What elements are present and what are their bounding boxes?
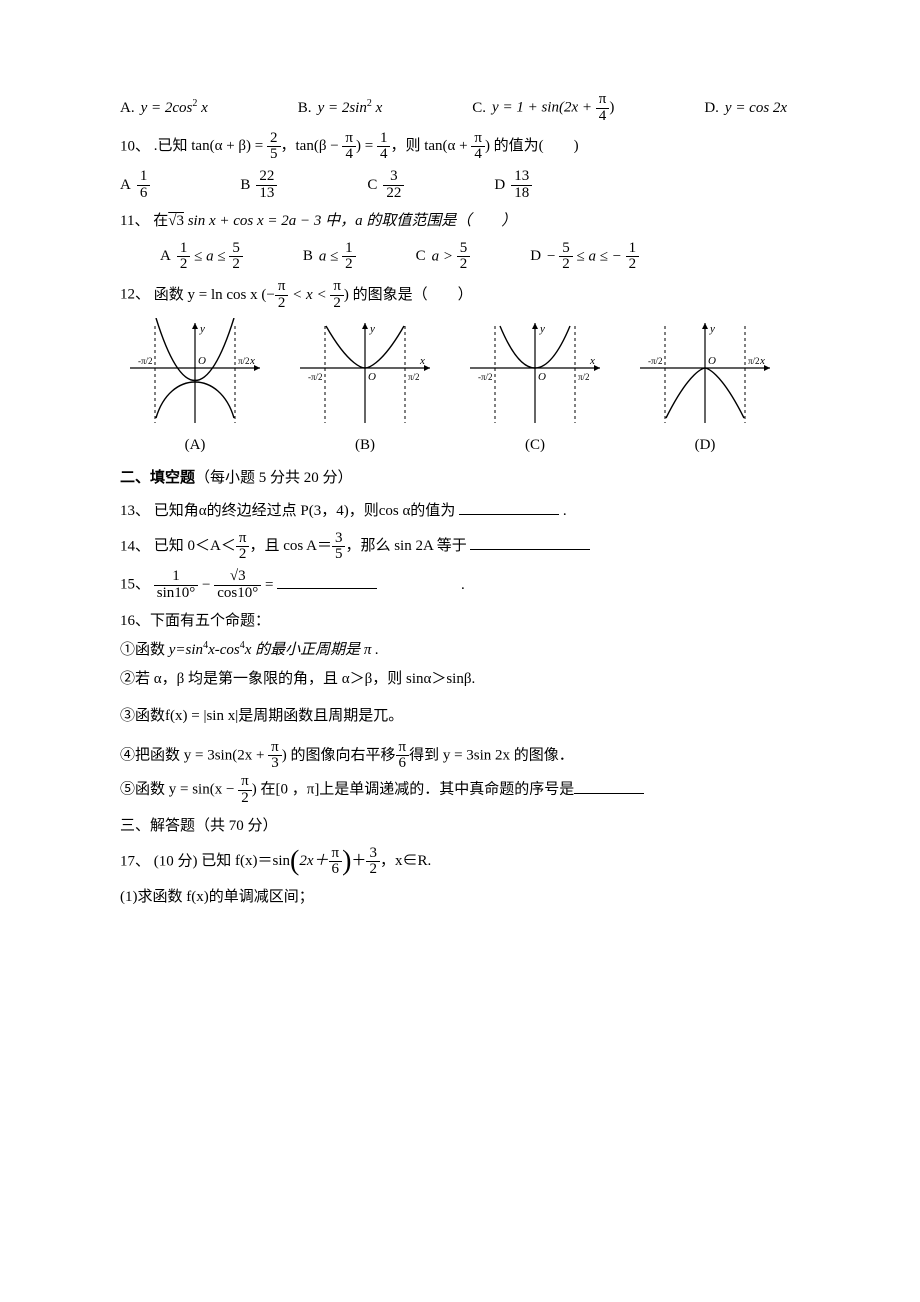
- q16-s3: ③函数f(x) = |sin x|是周期函数且周期是兀。: [120, 703, 800, 730]
- q15-end: .: [461, 577, 465, 593]
- q9-b-expr: y = 2sin2 x: [318, 95, 383, 122]
- q16-s5: ⑤函数 y = sin(x − π2) 在[0 ，π]上是单调递减的．其中真命题…: [120, 774, 800, 807]
- svg-text:O: O: [198, 355, 206, 367]
- q12-graphs: O x y -π/2 π/2 O x y -π/2 π/2 O x y -π/2…: [120, 318, 800, 428]
- q12-graph-a: O x y -π/2 π/2: [120, 318, 270, 428]
- q11-b: B a ≤ 12: [303, 241, 356, 274]
- q9-a-expr: y = 2cos2 x: [141, 95, 208, 122]
- q10-b: B2213: [240, 169, 277, 202]
- section3-header: 三、解答题（共 70 分）: [120, 813, 800, 840]
- q12-graph-d: O x y -π/2 π/2: [630, 318, 780, 428]
- q9-a-label: A.: [120, 95, 135, 122]
- svg-text:π/2: π/2: [748, 356, 760, 366]
- q10-a: A16: [120, 169, 150, 202]
- q9-b-label: B.: [298, 95, 312, 122]
- svg-text:-π/2: -π/2: [138, 356, 153, 366]
- q12-graph-labels: (A) (B) (C) (D): [120, 432, 800, 459]
- q17-expr: 已知 f(x)＝sin(2x＋π6)＋32，x∈R.: [201, 853, 431, 869]
- q10: 10、 .已知 tan(α + β) = 25，tan(β − π4) = 14…: [120, 131, 800, 164]
- q12-graph-b: O x y -π/2 π/2: [290, 318, 440, 428]
- svg-text:-π/2: -π/2: [478, 372, 493, 382]
- q10-c: C322: [367, 169, 404, 202]
- svg-text:x: x: [249, 355, 255, 367]
- q9-options: A. y = 2cos2 x B. y = 2sin2 x C. y = 1 +…: [120, 92, 800, 125]
- svg-text:O: O: [708, 355, 716, 367]
- q12-stem: 函数 y = ln cos x (−π2 < x < π2) 的图象是（ ）: [154, 287, 473, 303]
- section2-title: 二、填空题: [120, 470, 195, 486]
- q11-stem: 在√3 sin x + cos x = 2a − 3 中，a 的取值范围是（ ）: [153, 213, 516, 229]
- svg-text:x: x: [759, 355, 765, 367]
- q10-stem: .已知 tan(α + β) = 25，tan(β − π4) = 14，则 t…: [154, 138, 579, 154]
- svg-text:y: y: [199, 323, 205, 335]
- q11-c: C a > 52: [416, 241, 471, 274]
- svg-text:y: y: [709, 323, 715, 335]
- svg-text:y: y: [539, 323, 545, 335]
- q9-option-a: A. y = 2cos2 x: [120, 92, 208, 125]
- q13-text: 已知角α的终边经过点 P(3，4)，则cos α的值为: [154, 503, 456, 519]
- q14-blank: [470, 534, 590, 550]
- svg-text:π/2: π/2: [238, 356, 250, 366]
- svg-text:-π/2: -π/2: [648, 356, 663, 366]
- q9-option-d: D. y = cos 2x: [704, 92, 787, 125]
- q14: 14、 已知 0＜A＜π2，且 cos A＝35，那么 sin 2A 等于: [120, 531, 800, 564]
- q12-num: 12、: [120, 287, 150, 303]
- q12-label-b: (B): [290, 432, 440, 459]
- q11: 11、 在√3 sin x + cos x = 2a − 3 中，a 的取值范围…: [120, 208, 800, 235]
- q9-option-c: C. y = 1 + sin(2x + π4): [472, 92, 614, 125]
- svg-text:O: O: [538, 371, 546, 383]
- section2-note: （每小题 5 分共 20 分）: [195, 470, 353, 486]
- q16-blank: [574, 778, 644, 794]
- q10-num: 10、: [120, 138, 150, 154]
- q12-label-c: (C): [460, 432, 610, 459]
- svg-text:y: y: [369, 323, 375, 335]
- q12: 12、 函数 y = ln cos x (−π2 < x < π2) 的图象是（…: [120, 279, 800, 312]
- q11-d: D − 52 ≤ a ≤ − 12: [530, 241, 639, 274]
- q11-options: A 12 ≤ a ≤ 52 B a ≤ 12 C a > 52 D − 52 ≤…: [160, 241, 800, 274]
- q12-label-a: (A): [120, 432, 270, 459]
- svg-text:O: O: [368, 371, 376, 383]
- q11-a: A 12 ≤ a ≤ 52: [160, 241, 243, 274]
- q15-blank: [277, 573, 377, 589]
- q14-num: 14、: [120, 538, 150, 554]
- q15-num: 15、: [120, 577, 150, 593]
- svg-text:-π/2: -π/2: [308, 372, 323, 382]
- q12-label-d: (D): [630, 432, 780, 459]
- q16-s1: ①函数 y=sin4x-cos4x 的最小正周期是 π .: [120, 637, 800, 664]
- svg-text:π/2: π/2: [578, 372, 590, 382]
- svg-text:π/2: π/2: [408, 372, 420, 382]
- q11-num: 11、: [120, 213, 149, 229]
- q9-d-label: D.: [704, 95, 719, 122]
- q10-options: A16 B2213 C322 D1318: [120, 169, 800, 202]
- q10-d: D1318: [494, 169, 532, 202]
- svg-text:x: x: [589, 355, 595, 367]
- q12-graph-c: O x y -π/2 π/2: [460, 318, 610, 428]
- q17-sub1: (1)求函数 f(x)的单调减区间；: [120, 884, 800, 911]
- q13-end: .: [563, 503, 567, 519]
- q17-pts: (10 分): [154, 853, 202, 869]
- q16-s2: ②若 α，β 均是第一象限的角，且 α＞β，则 sinα＞sinβ.: [120, 666, 800, 693]
- q13-num: 13、: [120, 503, 150, 519]
- q9-d-expr: y = cos 2x: [725, 95, 787, 122]
- q16: 16、下面有五个命题： ①函数 y=sin4x-cos4x 的最小正周期是 π …: [120, 608, 800, 807]
- q13: 13、 已知角α的终边经过点 P(3，4)，则cos α的值为 .: [120, 498, 800, 525]
- q9-c-expr: y = 1 + sin(2x + π4): [492, 92, 614, 125]
- svg-text:x: x: [419, 355, 425, 367]
- q17: 17、 (10 分) 已知 f(x)＝sin(2x＋π6)＋32，x∈R.: [120, 846, 800, 879]
- q16-num: 16、: [120, 613, 150, 629]
- section2-header: 二、填空题（每小题 5 分共 20 分）: [120, 465, 800, 492]
- q16-intro: 下面有五个命题：: [150, 613, 270, 629]
- q16-s4: ④把函数 y = 3sin(2x + π3) 的图像向右平移π6得到 y = 3…: [120, 740, 800, 773]
- q15: 15、 1sin10° − √3cos10° = .: [120, 569, 800, 602]
- q9-c-label: C.: [472, 95, 486, 122]
- q9-option-b: B. y = 2sin2 x: [298, 92, 382, 125]
- q13-blank: [459, 499, 559, 515]
- q17-num: 17、: [120, 853, 150, 869]
- section3-title: 三、解答题（共 70 分）: [120, 818, 278, 834]
